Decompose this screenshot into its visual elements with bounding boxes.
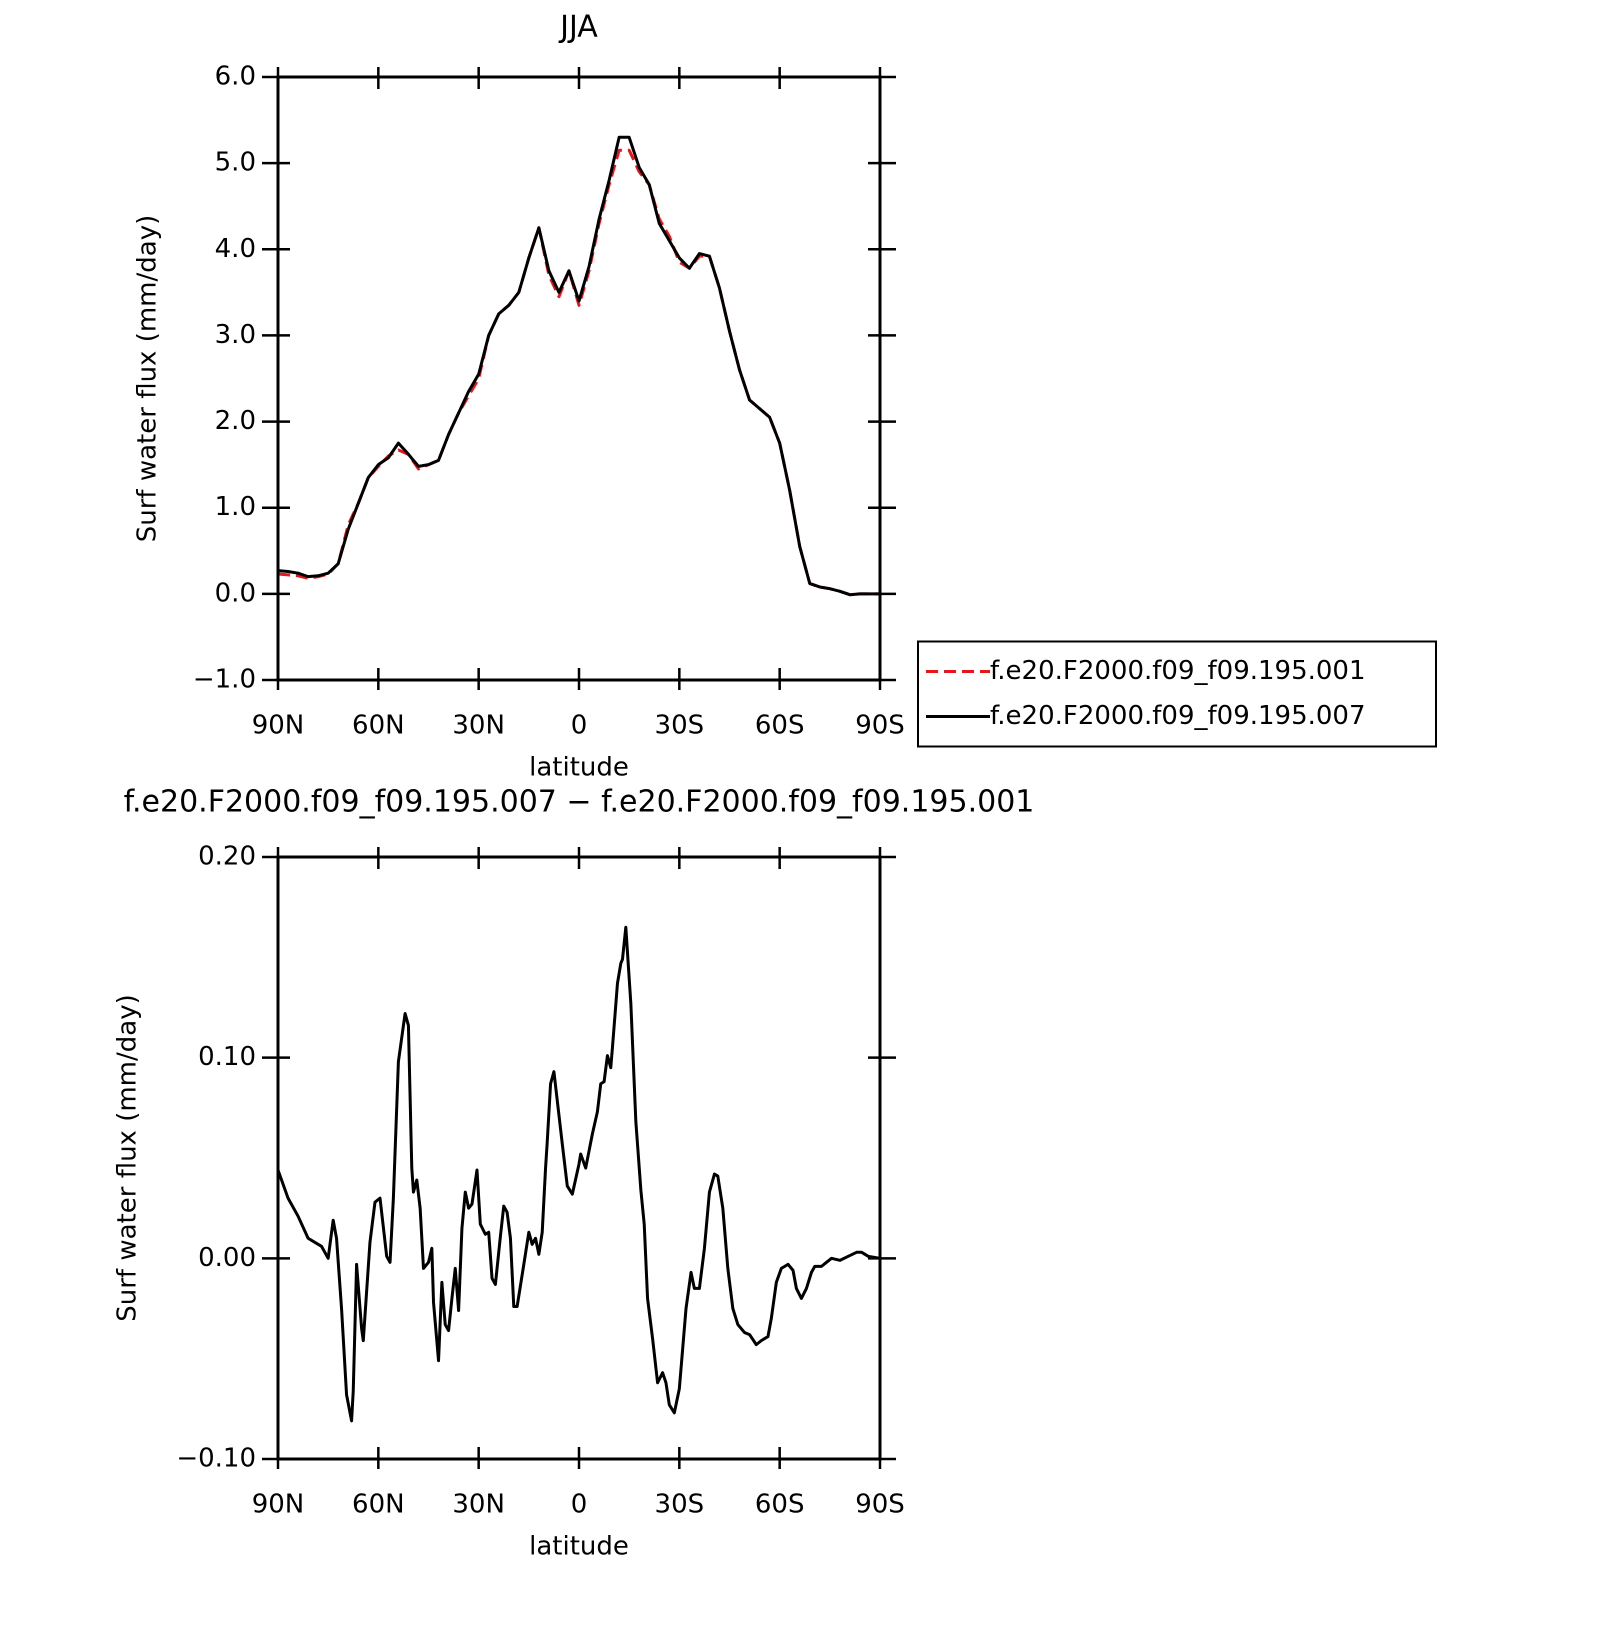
y-tick-label: −0.10 <box>176 1444 256 1474</box>
legend-box <box>917 640 1437 748</box>
x-tick-label: 90S <box>855 711 905 741</box>
x-tick-label: 60S <box>755 711 805 741</box>
y-tick-label: 4.0 <box>215 234 256 264</box>
y-tick-label: 0.00 <box>198 1243 256 1273</box>
x-axis-label: latitude <box>529 1532 629 1562</box>
chart-title: JJA <box>558 10 598 45</box>
legend-label: f.e20.F2000.f09_f09.195.001 <box>990 656 1366 686</box>
x-tick-label: 30S <box>655 1490 705 1520</box>
y-tick-label: −1.0 <box>193 665 256 695</box>
panel: JJA latitude Surf water flux (mm/day) 90N 60… <box>133 10 1437 783</box>
x-tick-label: 60N <box>352 711 405 741</box>
y-tick-label: 1.0 <box>215 492 256 522</box>
legend: f.e20.F2000.f09_f09.195.001 f.e20.F2000.f… <box>917 640 1437 748</box>
x-tick-label: 30S <box>655 711 705 741</box>
x-tick-label: 30N <box>452 711 505 741</box>
x-tick-label: 90N <box>252 711 305 741</box>
y-tick-label: 0.0 <box>215 578 256 608</box>
x-tick-label: 0 <box>571 1490 588 1520</box>
plot-frame <box>276 75 882 682</box>
data-line <box>276 925 881 1423</box>
y-tick-label: 5.0 <box>215 148 256 178</box>
legend-label: f.e20.F2000.f09_f09.195.007 <box>990 701 1366 731</box>
x-tick-label: 90S <box>855 1490 905 1520</box>
y-tick-label: 6.0 <box>215 62 256 92</box>
x-tick-label: 60N <box>352 1490 405 1520</box>
x-tick-label: 0 <box>571 711 588 741</box>
panel: f.e20.F2000.f09_f09.195.007 − f.e20.F200… <box>113 785 1035 1562</box>
x-tick-label: 60S <box>755 1490 805 1520</box>
chart-title: f.e20.F2000.f09_f09.195.007 − f.e20.F200… <box>124 785 1035 820</box>
x-axis-label: latitude <box>529 753 629 783</box>
y-tick-label: 3.0 <box>215 320 256 350</box>
x-tick-label: 30N <box>452 1490 505 1520</box>
data-line <box>277 148 880 597</box>
y-tick-label: 0.20 <box>198 842 256 872</box>
x-tick-label: 90N <box>252 1490 305 1520</box>
data-line <box>277 135 880 597</box>
y-axis-label: Surf water flux (mm/day) <box>113 994 143 1321</box>
y-tick-label: 0.10 <box>198 1042 256 1072</box>
y-axis-label: Surf water flux (mm/day) <box>133 215 163 542</box>
y-tick-label: 2.0 <box>215 406 256 436</box>
